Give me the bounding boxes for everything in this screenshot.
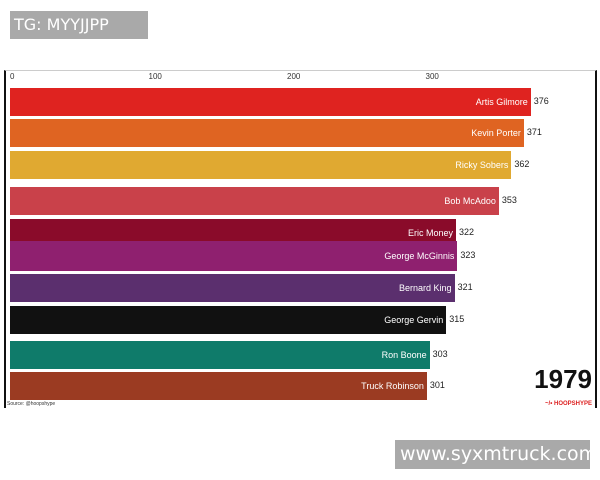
x-tick-label: 100	[148, 72, 162, 81]
watermark-top-left: TG: MYYJJPP	[10, 11, 148, 39]
bar-label: Artis Gilmore	[475, 97, 528, 107]
bar-label: Eric Money	[407, 227, 453, 238]
bar-label: Bob McAdoo	[444, 196, 496, 206]
brand-logo: ~/• HOOPSHYPE	[545, 401, 592, 407]
bar-label: Bernard King	[399, 283, 452, 293]
bar: Bernard King	[10, 274, 455, 302]
bar: Bob McAdoo	[10, 187, 499, 215]
bar-label: George McGinnis	[384, 251, 455, 261]
source-credit: Source: @hoopshype	[7, 401, 56, 407]
bar-label: Ron Boone	[381, 350, 427, 360]
bar: Ricky Sobers	[10, 151, 512, 179]
bar-value: 323	[460, 250, 476, 260]
x-tick-label: 300	[425, 72, 439, 81]
bar-label: Truck Robinson	[361, 381, 424, 391]
bar-value: 362	[514, 159, 530, 169]
bar-label: Kevin Porter	[471, 128, 521, 138]
bar-label: Ricky Sobers	[455, 160, 509, 170]
bar-value: 376	[533, 96, 549, 106]
bar-value: 321	[457, 282, 473, 292]
bar: Ron Boone	[10, 341, 430, 369]
bar-value: 303	[432, 349, 448, 359]
bar-label: George Gervin	[384, 315, 444, 325]
bar: George McGinnis	[10, 241, 458, 271]
bar: Artis Gilmore	[10, 88, 531, 116]
bar-value: 301	[429, 380, 445, 390]
bar: George Gervin	[10, 306, 447, 334]
bar-chart-race: 0 100 200 300 Artis Gilmore 376 Kevin Porter 3…	[4, 70, 597, 408]
bar: Truck Robinson	[10, 372, 427, 400]
bar-value: 315	[449, 314, 465, 324]
bar-value: 322	[458, 226, 474, 237]
bar-value: 353	[501, 195, 517, 205]
watermark-bottom-right: www.syxmtruck.com	[395, 440, 597, 469]
x-tick-label: 0	[10, 72, 15, 81]
year-label: 1979	[534, 364, 592, 394]
x-tick-label: 200	[287, 72, 301, 81]
bar-value: 371	[526, 127, 542, 137]
bar: Kevin Porter	[10, 119, 524, 147]
